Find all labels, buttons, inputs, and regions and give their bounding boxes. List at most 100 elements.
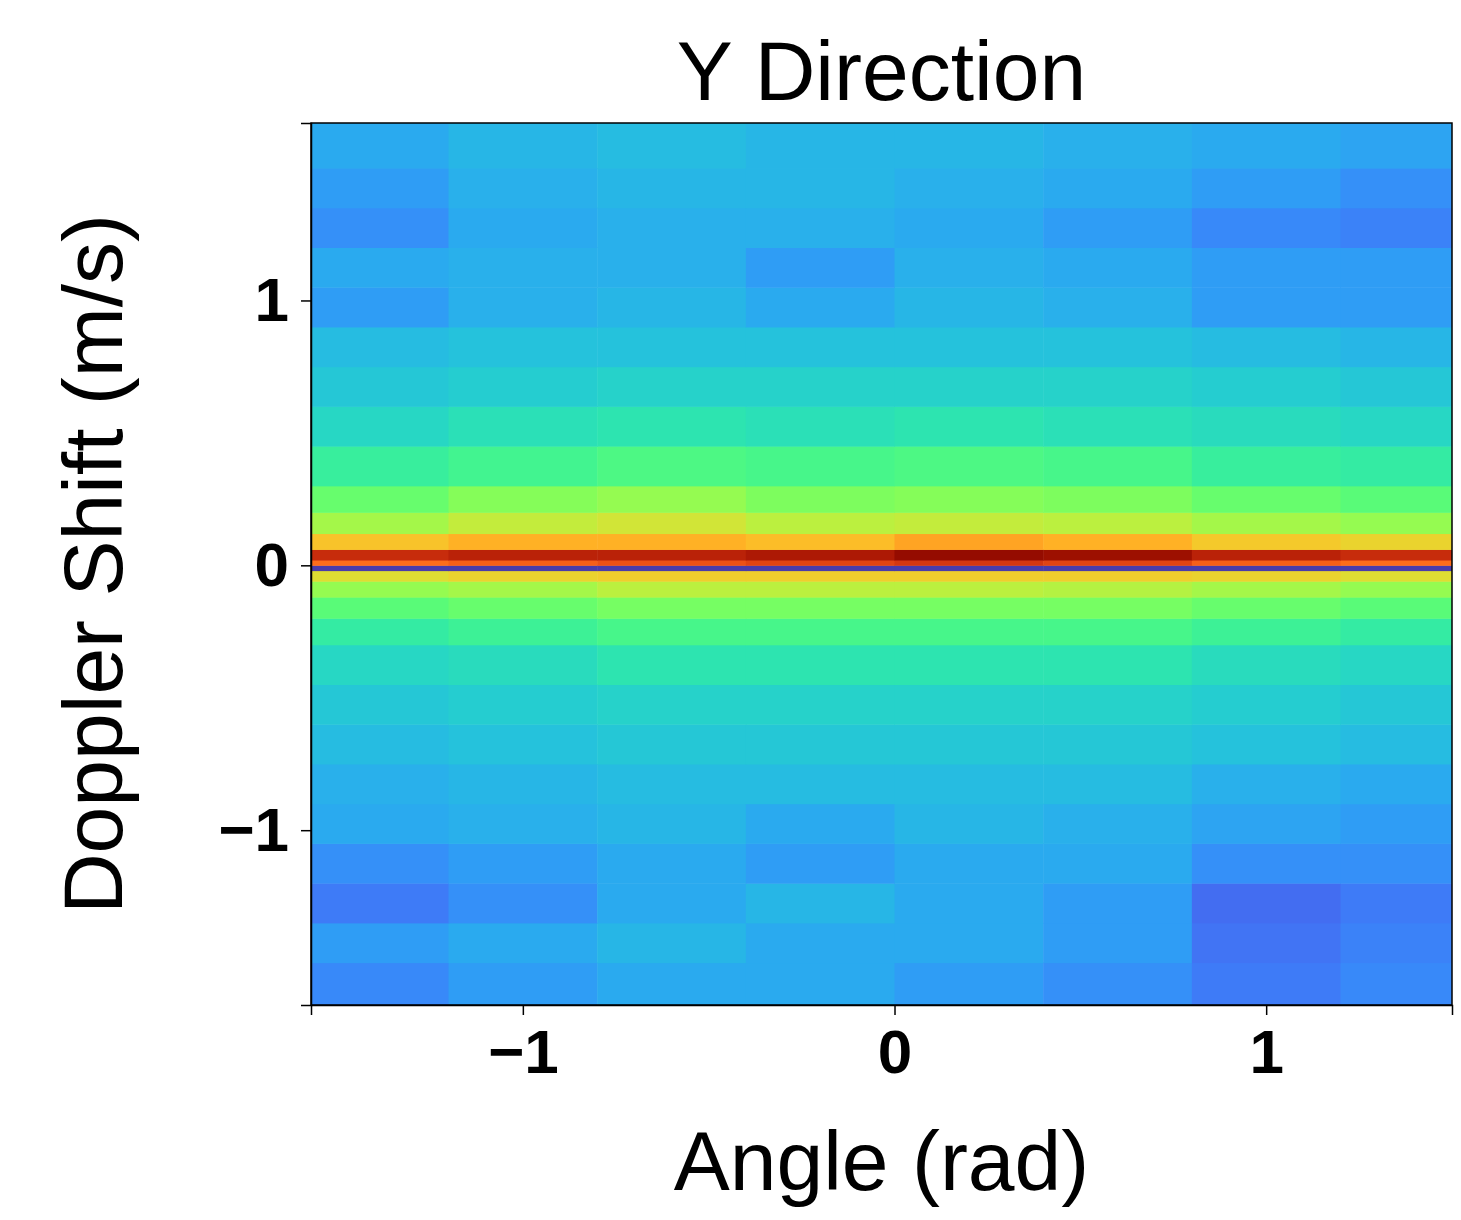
heatmap-cell [1341,963,1452,1005]
heatmap-cell [597,597,746,619]
heatmap-cell [449,618,598,645]
heatmap-cell [311,512,449,534]
heatmap-cell [1043,597,1192,619]
x-axis: −1 0 1 [312,1005,1453,1086]
heatmap-cell [1192,486,1341,513]
heatmap-cell [895,963,1044,1005]
heatmap-cell [1192,406,1341,446]
heatmap-cell [1043,618,1192,645]
heatmap-cell [1192,247,1341,287]
heatmap-cell [449,549,598,560]
heatmap-cell [1192,963,1341,1005]
heatmap-cell [1192,327,1341,367]
y-tick-mark [301,565,311,567]
heatmap-cell [449,571,598,582]
heatmap-cell [311,549,449,560]
heatmap-cell [1341,804,1452,844]
heatmap-cell [311,963,449,1005]
heatmap-cell [1341,512,1452,534]
heatmap-cell [746,883,895,923]
heatmap-cell [1341,581,1452,597]
heatmap-cell [1043,534,1192,550]
heatmap-cell [1192,843,1341,883]
heatmap-cell [1043,923,1192,963]
heatmap-cell [895,549,1044,560]
heatmap-cell [746,685,895,725]
heatmap-cell [449,724,598,764]
heatmap-cell [1341,883,1452,923]
heatmap-cell [311,168,449,208]
heatmap-cell [449,560,598,566]
heatmap-cell [895,247,1044,287]
heatmap-cell [449,804,598,844]
heatmap-cell [746,581,895,597]
heatmap-cell [1043,963,1192,1005]
heatmap-cell [1192,549,1341,560]
heatmap-cell [1341,764,1452,804]
x-tick-mark [1266,1005,1268,1015]
heatmap-cell [746,287,895,327]
heatmap-cell [1341,208,1452,248]
x-tick: 1 [1249,1005,1283,1086]
heatmap-cell [895,618,1044,645]
heatmap-cell [895,843,1044,883]
heatmap-cell [449,843,598,883]
heatmap-cell [746,571,895,582]
heatmap-cell [1192,560,1341,566]
heatmap-cell [311,581,449,597]
heatmap-cell [1192,123,1341,169]
heatmap-cell [1341,565,1452,571]
y-axis-title: Doppler Shift (m/s) [46,214,140,914]
heatmap-cell [1192,534,1341,550]
heatmap-cell [449,963,598,1005]
heatmap-cell [1192,618,1341,645]
heatmap-cell [895,512,1044,534]
x-axis-title: Angle (rad) [674,1114,1090,1208]
heatmap-cell [597,247,746,287]
heatmap-cell [1341,597,1452,619]
heatmap-cell [746,534,895,550]
heatmap-cell [449,645,598,685]
heatmap-cell [1043,486,1192,513]
x-tick: 0 [878,1005,912,1086]
heatmap-cell [311,327,449,367]
heatmap-cell [597,406,746,446]
heatmap-cell [1192,367,1341,407]
heatmap-cell [597,764,746,804]
heatmap-cell [449,597,598,619]
heatmap-cell [597,581,746,597]
heatmap-cell [746,486,895,513]
heatmap-cell [895,287,1044,327]
heatmap-cell [1043,208,1192,248]
cells [311,123,1452,1005]
heatmap-cell [449,883,598,923]
x-tick-label: −1 [488,1017,559,1086]
heatmap-cell [597,446,746,486]
heatmap-cell [311,685,449,725]
heatmap-cell [895,645,1044,685]
heatmap-cell [597,123,746,169]
heatmap-cell [1192,764,1341,804]
heatmap-cell [746,168,895,208]
heatmap-cell [597,571,746,582]
heatmap-cell [1043,724,1192,764]
heatmap-cell [449,446,598,486]
heatmap-cell [895,804,1044,844]
heatmap-cell [1043,685,1192,725]
heatmap-cell [597,512,746,534]
heatmap-cell [597,367,746,407]
heatmap-cell [449,327,598,367]
heatmap-cell [449,367,598,407]
heatmap-cell [597,724,746,764]
heatmap-cell [311,645,449,685]
heatmap-cell [1192,287,1341,327]
heatmap-cell [1192,597,1341,619]
heatmap-cell [746,327,895,367]
heatmap-cell [597,883,746,923]
title: Y Direction [677,24,1086,118]
chart: −1 0 1−1 0 1 Y Direction Angle (rad) Doppler Sh… [0,0,1461,1220]
heatmap-cell [1043,247,1192,287]
heatmap-cell [895,923,1044,963]
heatmap-cell [746,208,895,248]
heatmap-cell [1043,549,1192,560]
